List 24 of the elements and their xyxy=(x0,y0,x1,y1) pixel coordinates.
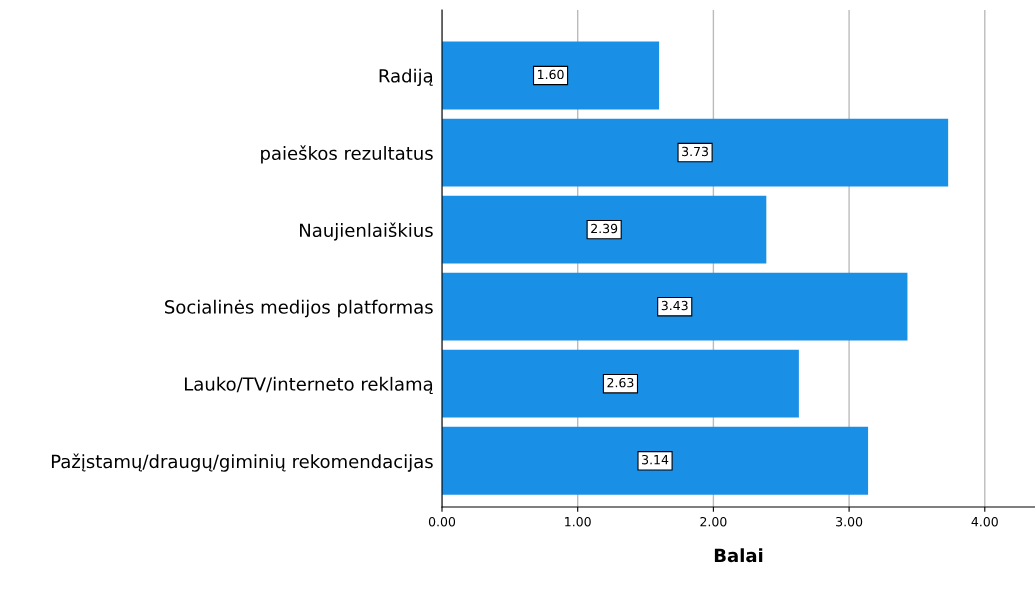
y-tick-label: Pažįstamų/draugų/giminių rekomendacijas xyxy=(51,453,433,472)
x-tick-label: 1.00 xyxy=(565,516,591,527)
bar xyxy=(442,272,908,341)
y-tick-label: Socialinės medijos platformas xyxy=(165,299,433,318)
data-label: 1.60 xyxy=(538,69,564,80)
data-label: 2.39 xyxy=(591,223,618,234)
data-label: 3.73 xyxy=(682,146,708,157)
y-tick-label: Naujienlaiškius xyxy=(300,222,433,241)
data-label: 3.43 xyxy=(661,300,688,311)
y-tick-label: paieškos rezultatus xyxy=(261,145,433,164)
bar xyxy=(442,349,799,418)
y-tick-label: Radiją xyxy=(379,68,433,87)
data-label: 3.14 xyxy=(642,454,669,465)
bar xyxy=(442,41,660,110)
x-tick-label: 3.00 xyxy=(836,516,863,527)
bar xyxy=(442,195,767,264)
x-tick-label: 0.00 xyxy=(428,516,456,527)
x-tick-label: 4.00 xyxy=(971,516,998,527)
y-tick-label: Lauko/TV/interneto reklamą xyxy=(184,376,433,395)
data-label: 2.63 xyxy=(607,377,634,388)
bar xyxy=(442,426,869,495)
bar xyxy=(442,118,949,187)
x-tick-label: 2.00 xyxy=(700,516,727,527)
x-axis-title: Balai xyxy=(714,548,763,563)
